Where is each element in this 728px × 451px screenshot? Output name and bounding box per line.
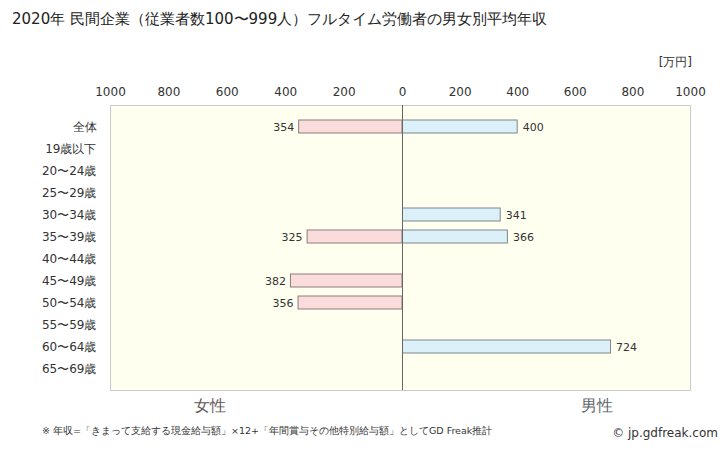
svg-text:30〜34歳: 30〜34歳: [42, 208, 97, 222]
svg-text:55〜59歳: 55〜59歳: [42, 318, 97, 332]
svg-text:382: 382: [265, 275, 286, 288]
svg-text:50〜54歳: 50〜54歳: [42, 296, 97, 310]
svg-text:1000: 1000: [675, 85, 706, 99]
svg-text:60〜64歳: 60〜64歳: [42, 340, 97, 354]
svg-text:40〜44歳: 40〜44歳: [42, 252, 97, 266]
svg-text:200: 200: [449, 85, 472, 99]
html-text:[万円]: [万円]: [658, 55, 692, 69]
svg-text:341: 341: [506, 209, 527, 222]
html-text:※ 年収=「きまって支給する現金給与額」×12+「年間賞与そ: ※ 年収=「きまって支給する現金給与額」×12+「年間賞与その他特別給与額」とし…: [42, 425, 493, 436]
svg-text:356: 356: [273, 297, 294, 310]
svg-text:400: 400: [523, 121, 544, 134]
html-text:© jp.gdfreak.com: © jp.gdfreak.com: [612, 426, 718, 440]
svg-text:19歳以下: 19歳以下: [45, 142, 96, 156]
svg-text:325: 325: [282, 231, 303, 244]
svg-text:600: 600: [216, 85, 239, 99]
svg-text:200: 200: [333, 85, 356, 99]
svg-text:800: 800: [157, 85, 180, 99]
svg-text:354: 354: [273, 121, 294, 134]
svg-text:1000: 1000: [95, 85, 126, 99]
svg-text:35〜39歳: 35〜39歳: [42, 230, 97, 244]
html-text:女性: 女性: [194, 396, 226, 415]
svg-text:800: 800: [621, 85, 644, 99]
svg-text:45〜49歳: 45〜49歳: [42, 274, 97, 288]
svg-text:25〜29歳: 25〜29歳: [42, 186, 97, 200]
svg-text:0: 0: [399, 85, 407, 99]
html-text:2020年 民間企業（従業者数100〜999人）フルタイム労: 2020年 民間企業（従業者数100〜999人）フルタイム労働者の男女別平均年収: [12, 10, 548, 28]
svg-text:724: 724: [616, 341, 637, 354]
svg-text:65〜69歳: 65〜69歳: [42, 362, 97, 376]
svg-text:20〜24歳: 20〜24歳: [42, 164, 97, 178]
svg-text:全体: 全体: [73, 120, 97, 134]
svg-text:400: 400: [274, 85, 297, 99]
svg-text:400: 400: [506, 85, 529, 99]
svg-text:366: 366: [513, 231, 534, 244]
svg-text:600: 600: [564, 85, 587, 99]
html-text:男性: 男性: [581, 396, 613, 415]
